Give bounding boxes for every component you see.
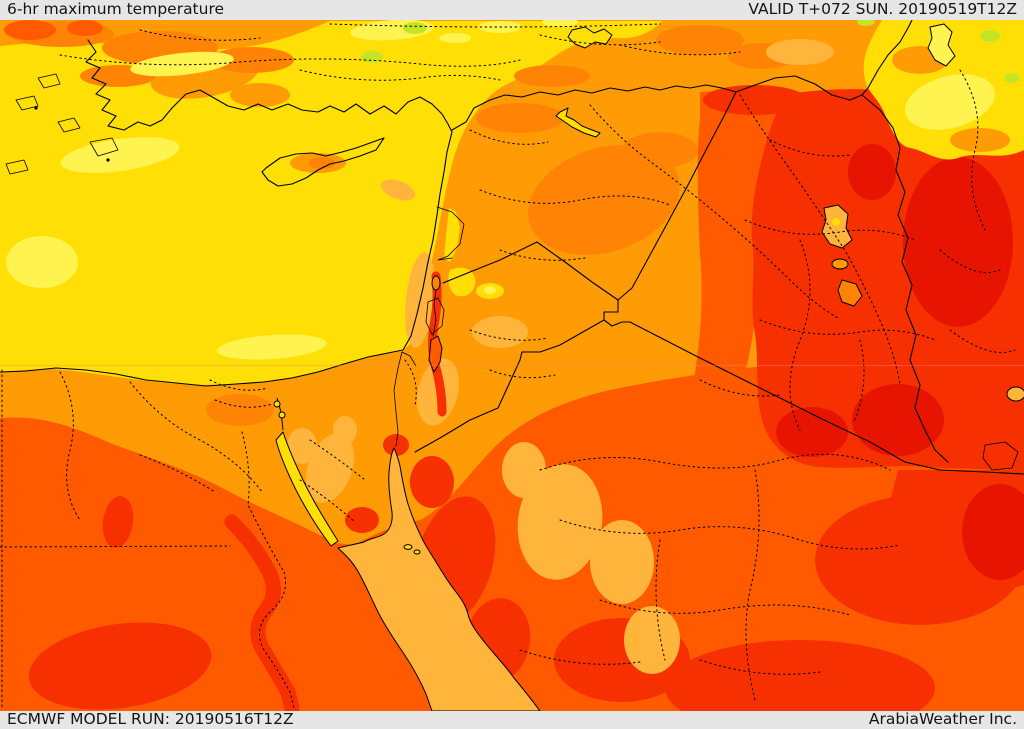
turkey-iran-border: [861, 20, 913, 96]
lake-urmia: [927, 23, 956, 67]
coastline: [0, 39, 453, 387]
model-run-label: ECMWF MODEL RUN: 20190516T12Z: [7, 710, 294, 729]
credit-label: ArabiaWeather Inc.: [868, 710, 1017, 729]
page-title: 6-hr maximum temperature: [7, 0, 225, 19]
kuwait-border: [982, 441, 1019, 471]
cool-patches: [6, 20, 1020, 360]
turkey-syria-iraq-border: [451, 75, 863, 131]
lake-assad: [555, 107, 601, 138]
syria-jordan-border: [442, 241, 619, 301]
euphrates-river: [589, 104, 839, 319]
saudi-iraq-border: [629, 321, 1024, 475]
sea-of-galilee: [431, 275, 441, 291]
syria-iraq-border: [617, 91, 737, 301]
map-canvas: [0, 20, 1024, 711]
water-bodies: [273, 23, 1024, 711]
lake-razzaza: [837, 279, 863, 307]
admin-boundaries-dotted: [0, 23, 1016, 711]
gulf-of-suez: [275, 431, 339, 547]
mediterranean-yellow-zone: [0, 21, 662, 385]
israel-egypt-border: [393, 351, 403, 447]
lebanon-border: [436, 206, 465, 261]
jordan-saudi-border: [414, 319, 605, 453]
light-orange-patches: [287, 39, 834, 674]
gaza-line: [401, 351, 417, 367]
iran-iraq-border: [861, 94, 949, 463]
nile-valley-hot-band: [224, 514, 300, 711]
valid-time-label: VALID T+072 SUN. 20190519T12Z: [748, 0, 1017, 19]
cyprus-outline: [261, 137, 385, 187]
deep-red-blobs: [776, 144, 1024, 580]
map-footer-bar: ECMWF MODEL RUN: 20190516T12Z ArabiaWeat…: [0, 711, 1024, 729]
jordan-river: [432, 289, 437, 337]
lake-tharthar: [821, 204, 853, 249]
tigris-river: [739, 94, 901, 386]
red-sea: [337, 447, 541, 711]
temperature-map: [0, 20, 1024, 711]
map-header-bar: 6-hr maximum temperature VALID T+072 SUN…: [0, 0, 1024, 20]
gulf-inlet: [1006, 386, 1024, 402]
bitter-lake: [273, 400, 281, 408]
aegean-islands: [5, 73, 119, 175]
west-bank-outline: [425, 297, 445, 335]
tiran-island: [403, 544, 413, 550]
lake-habbaniyah: [831, 258, 849, 270]
country-borders: [0, 20, 1024, 475]
lake-van: [567, 26, 613, 49]
egypt-sudan-border: [0, 545, 231, 548]
dead-sea: [428, 335, 443, 373]
